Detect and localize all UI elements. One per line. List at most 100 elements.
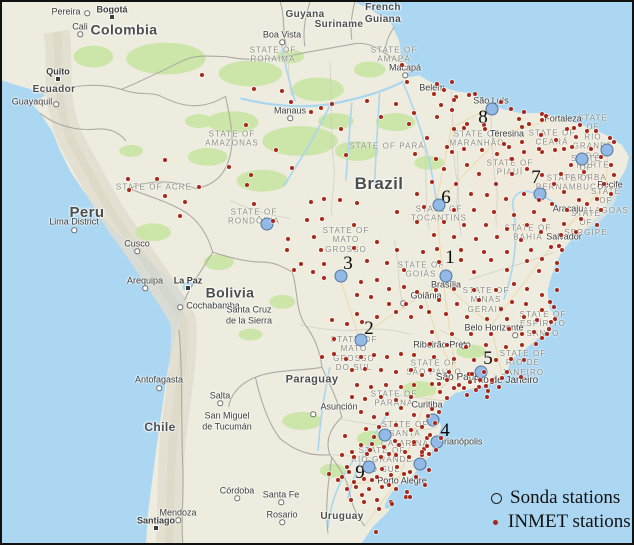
inmet-station-dot — [519, 238, 523, 242]
inmet-station-dot — [355, 312, 359, 316]
inmet-station-dot — [420, 453, 424, 457]
inmet-station-dot — [372, 353, 376, 357]
inmet-station-dot — [320, 355, 324, 359]
inmet-station-dot — [178, 214, 182, 218]
inmet-station-dot — [537, 147, 541, 151]
inmet-station-dot — [332, 352, 336, 356]
inmet-station-dot — [274, 148, 278, 152]
inmet-station-dot — [450, 150, 454, 154]
city-marker — [53, 101, 59, 107]
sonda-station-marker — [378, 428, 392, 442]
city-marker — [156, 385, 162, 391]
city-marker — [185, 285, 191, 291]
inmet-station-dot — [360, 320, 364, 324]
inmet-station-dot — [375, 315, 379, 319]
inmet-station-dot — [602, 182, 606, 186]
inmet-station-dot — [379, 395, 383, 399]
inmet-station-dot — [505, 268, 509, 272]
sonda-legend-label: Sonda stations — [510, 487, 621, 508]
inmet-station-dot — [539, 230, 543, 234]
inmet-station-dot — [437, 298, 441, 302]
state-label: STATE OF MATO GROSSO — [322, 225, 370, 254]
inmet-station-dot — [200, 73, 204, 77]
city-label: Pereira — [51, 6, 81, 17]
inmet-station-dot — [525, 223, 529, 227]
inmet-station-dot — [405, 80, 409, 84]
inmet-station-dot — [525, 259, 529, 263]
inmet-station-dot — [472, 270, 476, 274]
inmet-station-dot — [430, 382, 434, 386]
inmet-station-dot — [336, 478, 340, 482]
inmet-station-dot — [499, 100, 503, 104]
inmet-station-dot — [320, 217, 324, 221]
inmet-station-dot — [299, 262, 303, 266]
inmet-station-dot — [387, 287, 391, 291]
sonda-station-marker — [260, 217, 274, 231]
inmet-station-dot — [362, 500, 366, 504]
inmet-station-dot — [271, 219, 275, 223]
inmet-station-dot — [589, 147, 593, 151]
city-marker — [153, 525, 159, 531]
inmet-station-dot — [385, 355, 389, 359]
inmet-station-dot — [370, 478, 374, 482]
inmet-station-dot — [582, 170, 586, 174]
inmet-station-dot — [432, 355, 436, 359]
inmet-station-dot — [379, 115, 383, 119]
inmet-station-dot — [394, 487, 398, 491]
inmet-station-dot — [437, 260, 441, 264]
inmet-station-dot — [484, 343, 488, 347]
inmet-station-dot — [509, 107, 513, 111]
inmet-station-dot — [397, 443, 401, 447]
roads — [338, 107, 609, 527]
inmet-station-dot — [412, 440, 416, 444]
inmet-station-dot — [537, 269, 541, 273]
inmet-station-dot — [425, 444, 429, 448]
inmet-station-dot — [394, 370, 398, 374]
inmet-station-dot — [420, 425, 424, 429]
inmet-station-dot — [522, 150, 526, 154]
inmet-station-dot — [442, 88, 446, 92]
inmet-station-dot — [434, 448, 438, 452]
country-label: Chile — [144, 419, 176, 434]
country-label: Suriname — [314, 19, 364, 31]
inmet-station-dot — [430, 407, 434, 411]
inmet-station-dot — [385, 412, 389, 416]
inmet-station-dot — [452, 98, 456, 102]
inmet-station-dot — [522, 358, 526, 362]
inmet-station-dot — [494, 182, 498, 186]
inmet-station-dot — [285, 248, 289, 252]
inmet-station-dot — [509, 357, 513, 361]
city-label: San Miguel de Tucumán — [202, 410, 252, 431]
inmet-station-dot — [322, 276, 326, 280]
inmet-station-dot — [363, 397, 367, 401]
inmet-station-dot — [445, 343, 449, 347]
inmet-station-dot — [435, 115, 439, 119]
inmet-station-dot — [322, 197, 326, 201]
inmet-station-dot — [599, 155, 603, 159]
inmet-station-dot — [505, 317, 509, 321]
inmet-station-dot — [370, 442, 374, 446]
inmet-station-dot — [280, 89, 284, 93]
inmet-station-dot — [375, 240, 379, 244]
inmet-station-dot — [197, 185, 201, 189]
inmet-station-dot — [442, 220, 446, 224]
inmet-station-dot — [497, 385, 501, 389]
inmet-station-dot — [428, 342, 432, 346]
inmet-station-dot — [407, 122, 411, 126]
inmet-station-dot — [532, 330, 536, 334]
inmet-station-dot — [330, 102, 334, 106]
inmet-station-dot — [474, 237, 478, 241]
inmet-station-dot — [555, 261, 559, 265]
inmet-station-dot — [409, 428, 413, 432]
inmet-station-dot — [444, 312, 448, 316]
inmet-station-dot — [309, 200, 313, 204]
inmet-station-dot — [352, 223, 356, 227]
inmet-station-dot — [553, 317, 557, 321]
inmet-station-dot — [407, 455, 411, 459]
inmet-station-dot — [387, 452, 391, 456]
inmet-station-dot — [468, 380, 472, 384]
inmet-station-dot — [485, 193, 489, 197]
inmet-station-dot — [344, 153, 348, 157]
inmet-station-dot — [555, 288, 559, 292]
inmet-station-dot — [399, 385, 403, 389]
